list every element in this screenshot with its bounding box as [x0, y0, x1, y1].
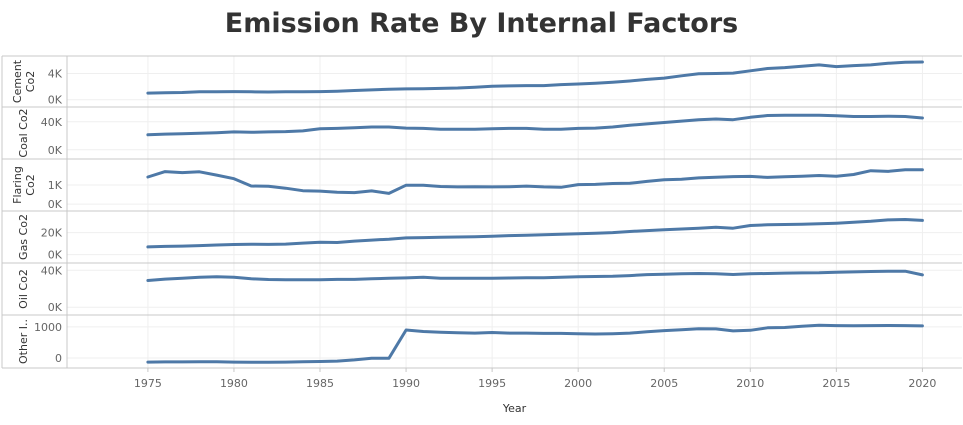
row-5-y-tick-label-0: 0K: [48, 301, 63, 314]
row-4-label-line-1: Gas Co2: [17, 214, 30, 260]
chart-title: Emission Rate By Internal Factors: [224, 8, 739, 39]
row-1-y-tick-label-0: 0K: [48, 94, 63, 107]
row-2-y-tick-label-1: 40K: [41, 116, 63, 129]
row-3-label-line-2: Co2: [24, 174, 37, 195]
row-3-label-line-1: Flaring: [11, 166, 24, 204]
x-tick-label-2010: 2010: [736, 377, 764, 390]
row-5-series-line: [146, 269, 924, 282]
x-tick-label-2015: 2015: [822, 377, 850, 390]
x-axis-title: Year: [502, 402, 527, 415]
row-3-series-line: [146, 168, 924, 195]
row-6-series-line: [146, 323, 924, 364]
row-2-label-line-1: Coal Co2: [17, 108, 30, 157]
x-tick-label-2020: 2020: [908, 377, 936, 390]
row-3-y-tick-label-0: 0K: [48, 198, 63, 211]
row-1-label-line-1: Cement: [11, 59, 24, 103]
row-4-series-line: [146, 218, 924, 249]
row-6-y-tick-label-0: 0: [55, 352, 62, 365]
x-tick-label-1980: 1980: [220, 377, 248, 390]
x-tick-label-2000: 2000: [564, 377, 592, 390]
row-1-label-line-2: Co2: [24, 71, 37, 92]
row-5-label-line-1: Oil Co2: [17, 269, 30, 309]
row-5-y-tick-label-1: 40K: [41, 264, 63, 277]
x-tick-label-2005: 2005: [650, 377, 678, 390]
row-2-y-tick-label-0: 0K: [48, 144, 63, 157]
x-tick-label-1995: 1995: [478, 377, 506, 390]
row-4-y-tick-label-1: 20K: [41, 227, 63, 240]
row-1-y-tick-label-1: 4K: [48, 67, 63, 80]
x-tick-label-1985: 1985: [306, 377, 334, 390]
row-2-series-line: [146, 113, 924, 137]
row-3-y-tick-label-1: 1K: [48, 179, 63, 192]
row-6-label-line-1: Other I..: [17, 319, 30, 364]
row-6-y-tick-label-1: 1000: [34, 321, 62, 334]
x-tick-label-1990: 1990: [392, 377, 420, 390]
x-tick-label-1975: 1975: [134, 377, 162, 390]
row-1-series-line: [146, 60, 924, 95]
row-4-y-tick-label-0: 0K: [48, 249, 63, 262]
